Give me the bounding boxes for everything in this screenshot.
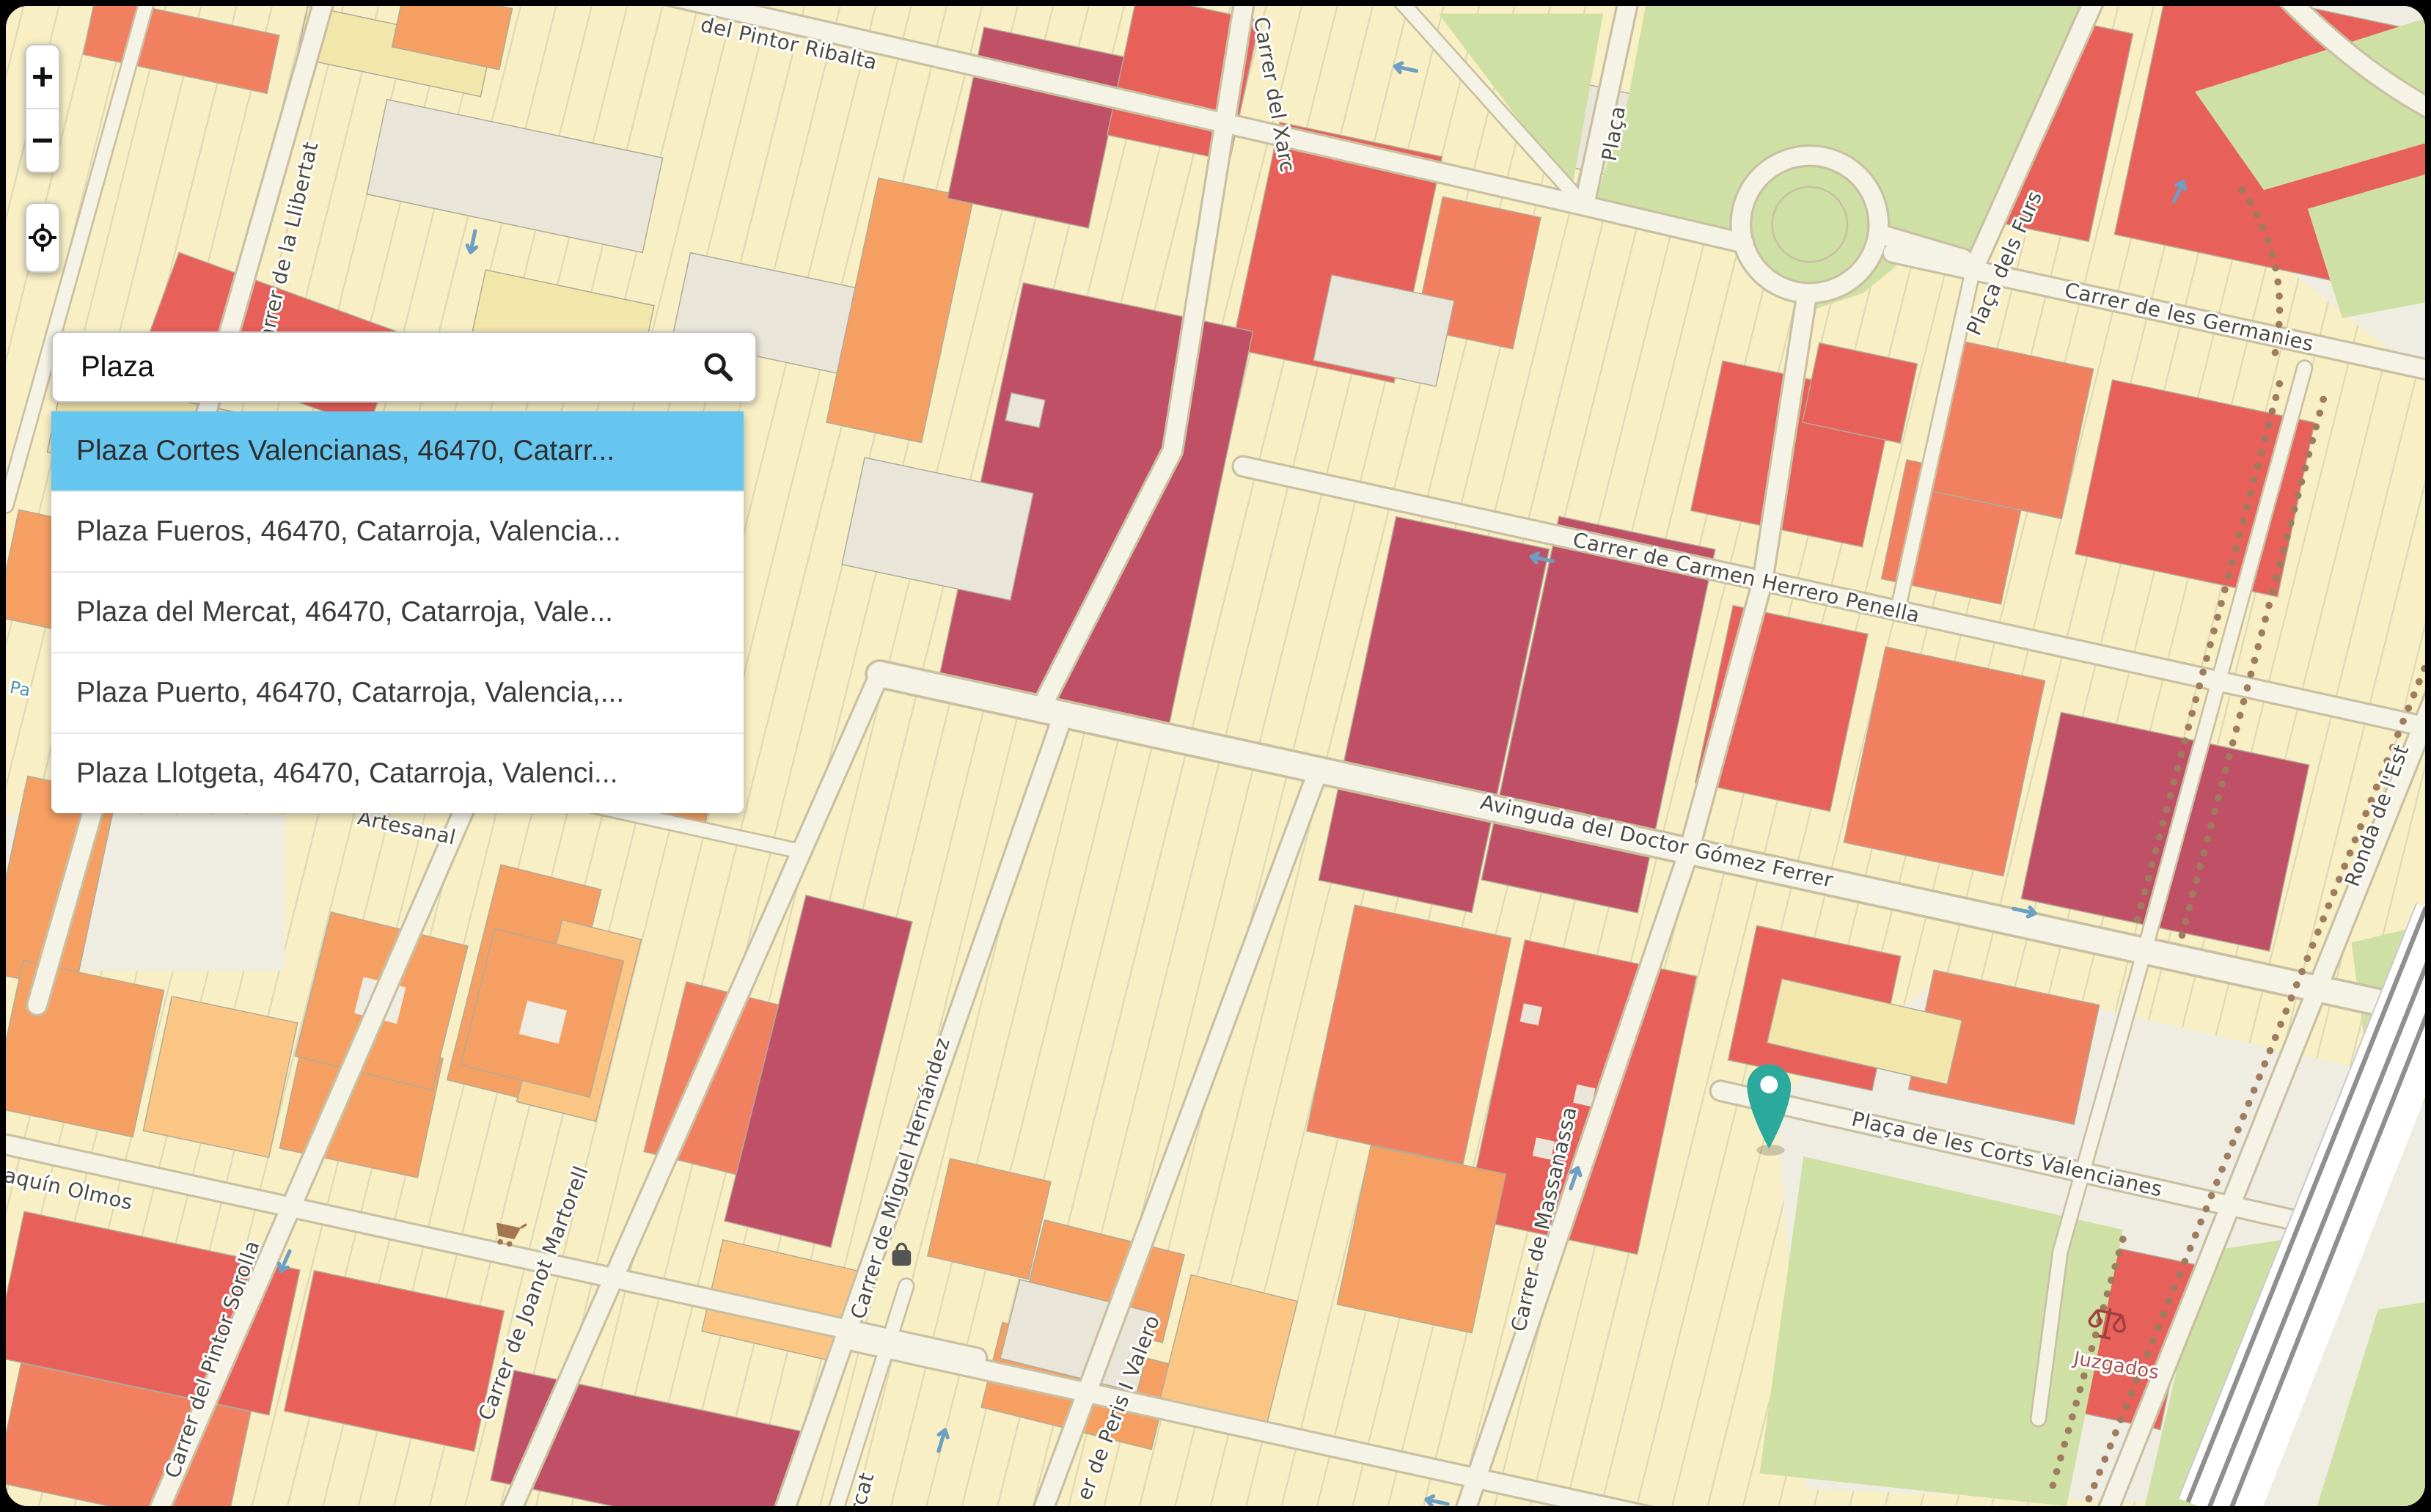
map-viewport[interactable]: del Pintor Ribalta Carrer de la Lliberta… xyxy=(6,6,2425,1506)
geolocation-icon xyxy=(29,224,56,252)
supermarket-cart-icon xyxy=(496,1222,527,1247)
locate-button[interactable] xyxy=(25,202,60,273)
search-box[interactable] xyxy=(51,331,757,403)
railway xyxy=(2177,903,2425,1506)
search-icon[interactable] xyxy=(701,350,736,385)
suggestion-item[interactable]: Plaza Llotgeta, 46470, Catarroja, Valenc… xyxy=(51,733,744,813)
shop-bag-icon xyxy=(892,1242,912,1266)
search-input[interactable] xyxy=(79,350,701,384)
search-suggestions[interactable]: Plaza Cortes Valencianas, 46470, Catarr.… xyxy=(51,411,744,813)
suggestion-item[interactable]: Plaza del Mercat, 46470, Catarroja, Vale… xyxy=(51,571,744,652)
zoom-control[interactable]: + − xyxy=(25,44,60,173)
road-fills xyxy=(6,6,2425,1506)
scales-of-justice-icon xyxy=(2088,1307,2127,1340)
oneway-arrows xyxy=(276,61,2187,1506)
map-marker[interactable] xyxy=(1747,1064,1792,1156)
suggestion-item-selected[interactable]: Plaza Cortes Valencianas, 46470, Catarr.… xyxy=(51,411,744,491)
footpaths xyxy=(2047,186,2425,1504)
roundabout-island xyxy=(1771,186,1849,263)
map-canvas[interactable]: del Pintor Ribalta Carrer de la Lliberta… xyxy=(6,6,2425,1506)
zoom-out-button[interactable]: − xyxy=(26,108,59,172)
suggestion-item[interactable]: Plaza Fueros, 46470, Catarroja, Valencia… xyxy=(51,491,744,571)
suggestion-item[interactable]: Plaza Puerto, 46470, Catarroja, Valencia… xyxy=(51,652,744,733)
zoom-in-button[interactable]: + xyxy=(31,55,54,98)
partial-label-pa: Pa xyxy=(8,677,32,700)
